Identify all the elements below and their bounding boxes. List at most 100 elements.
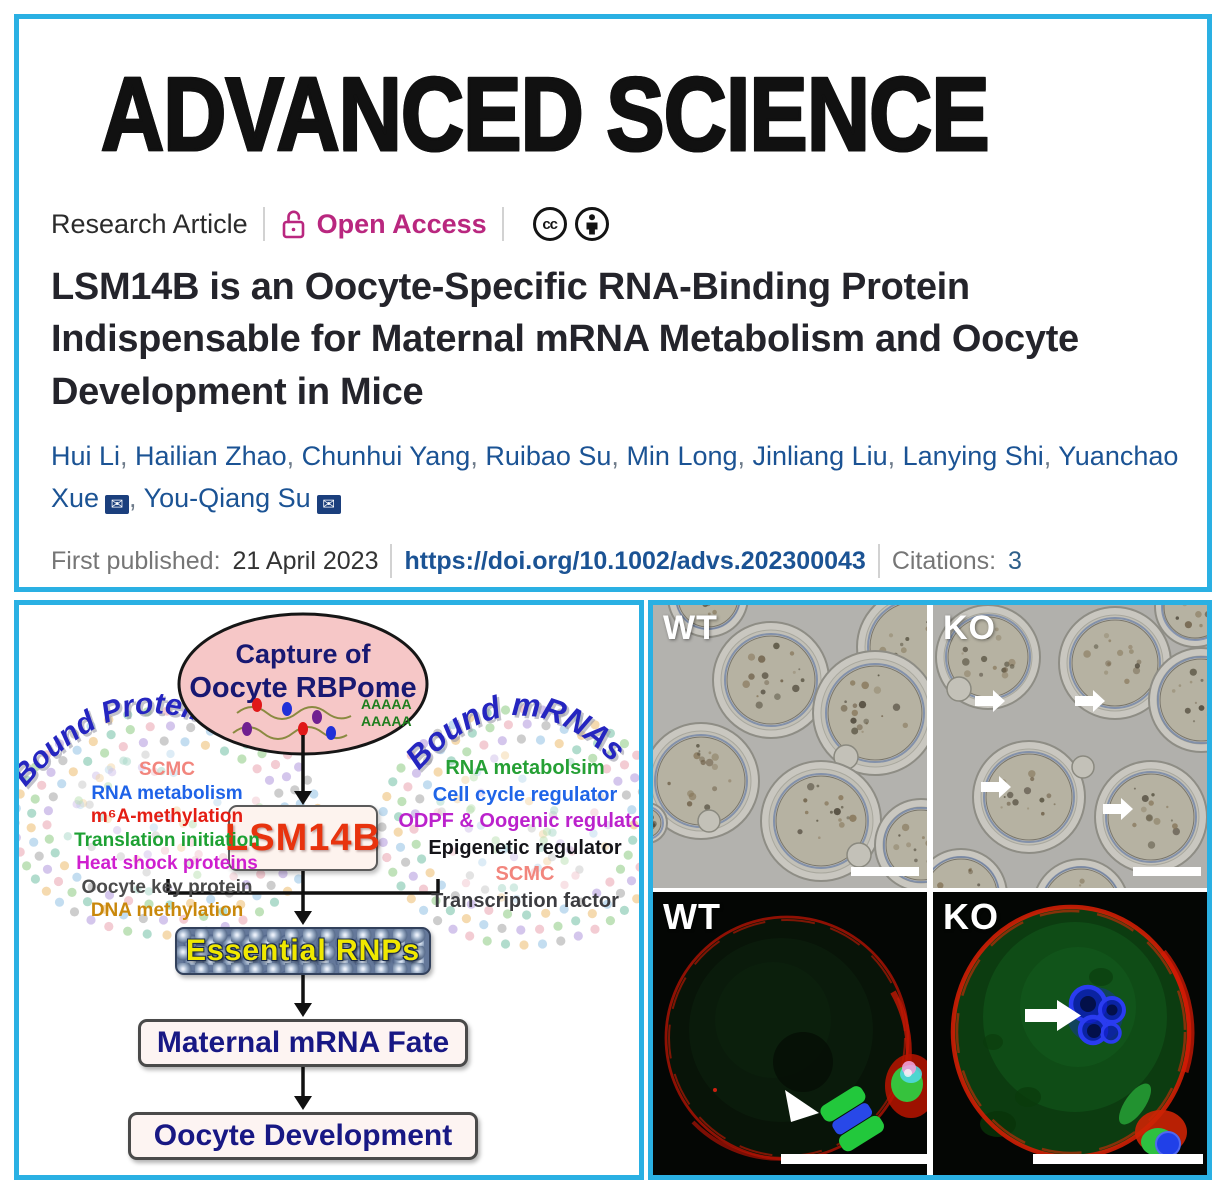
polar-body bbox=[1118, 1083, 1187, 1157]
open-access-label: Open Access bbox=[316, 208, 487, 239]
fluorescence-wt-image bbox=[653, 892, 927, 1175]
author-name: Hui Li bbox=[51, 441, 121, 472]
wt-label: WT bbox=[663, 896, 721, 937]
capture-line1: Capture of bbox=[236, 639, 372, 669]
bound-mrna-item: Transcription factor bbox=[431, 889, 619, 912]
bound-proteins-list: SCMC RNA metabolism m⁶A-methylation Transla… bbox=[19, 758, 317, 923]
author[interactable]: Min Long, bbox=[626, 441, 752, 471]
publication-date: 21 April 2023 bbox=[232, 546, 379, 575]
citations-count[interactable]: 3 bbox=[1008, 546, 1022, 575]
ko-label: KO bbox=[943, 896, 999, 937]
open-access-link[interactable]: Open Access bbox=[280, 208, 487, 240]
author-separator: , bbox=[470, 441, 486, 472]
graphical-abstract: Bound Proteins Bound Proteins Bound mRNA… bbox=[19, 605, 639, 1175]
graphical-abstract-card: Bound Proteins Bound Proteins Bound mRNA… bbox=[14, 600, 644, 1180]
author-name: Hailian Zhao bbox=[135, 441, 287, 472]
scale-bar bbox=[781, 1154, 927, 1164]
email-icon[interactable]: ✉ bbox=[316, 495, 341, 515]
oocyte-development-box: Oocyte Development bbox=[128, 1112, 478, 1160]
divider bbox=[501, 207, 504, 241]
author-separator: , bbox=[286, 441, 302, 472]
mrna-squiggle-art: AAAAA AAAAA bbox=[232, 696, 412, 740]
arrow-annotation bbox=[1025, 1000, 1081, 1031]
article-type-label: Research Article bbox=[51, 208, 248, 239]
diagram-shapes: Bound Proteins Bound Proteins Bound mRNA… bbox=[19, 612, 639, 1110]
phenotype-arrow bbox=[1103, 798, 1133, 820]
bound-mrna-item: Epigenetic regulator bbox=[428, 836, 622, 859]
author-name: Chunhui Yang bbox=[301, 441, 471, 472]
bound-protein-item: Translation initiation bbox=[74, 829, 260, 851]
divider bbox=[262, 207, 265, 241]
phenotype-arrow bbox=[975, 690, 1005, 712]
author-separator: , bbox=[611, 441, 627, 472]
polya-tail-2: AAAAA bbox=[361, 713, 412, 729]
journal-logo: ADVANCED SCIENCE bbox=[100, 57, 991, 173]
cc-icon: cc bbox=[532, 207, 567, 241]
capture-line2: Oocyte RBPome bbox=[189, 672, 416, 704]
article-header-card: ADVANCED SCIENCE Research Article Open A… bbox=[14, 14, 1212, 592]
spindle bbox=[820, 1086, 884, 1152]
scale-bar bbox=[851, 867, 919, 876]
divider bbox=[877, 544, 880, 578]
bound-protein-item: DNA methylation bbox=[90, 900, 244, 921]
scale-bar bbox=[1033, 1154, 1203, 1164]
citations-label: Citations: bbox=[891, 546, 997, 575]
author-list: Hui Li, Hailian Zhao, Chunhui Yang, Ruib… bbox=[51, 436, 1189, 520]
polar-body bbox=[885, 1054, 927, 1118]
publication-line: First published: 21 April 2023 https://d… bbox=[51, 544, 1189, 578]
bound-mrnas-list: RNA metabolsim Cell cycle regulator ODPF &… bbox=[397, 755, 639, 914]
author-name: Jinliang Liu bbox=[752, 441, 888, 472]
bound-protein-item: Oocyte key protein bbox=[81, 876, 253, 898]
bound-mrna-item: RNA metabolsim bbox=[445, 757, 605, 779]
bound-protein-item: RNA metabolism bbox=[91, 782, 243, 804]
bound-protein-item: Heat shock proteins bbox=[76, 853, 258, 874]
doi-link[interactable]: https://doi.org/10.1002/advs.202300043 bbox=[404, 546, 866, 575]
brightfield-ko-image bbox=[933, 605, 1207, 888]
author[interactable]: Lanying Shi, bbox=[903, 441, 1059, 471]
bound-mrna-item: ODPF & Oogenic regulator bbox=[398, 810, 639, 832]
fluorescence-ko-image bbox=[933, 892, 1207, 1175]
author[interactable]: Chunhui Yang, bbox=[302, 441, 486, 471]
abnormal-nucleus bbox=[1067, 984, 1126, 1046]
bound-mrna-item: SCMC bbox=[495, 863, 555, 885]
micrograph-card: WT KO WT bbox=[648, 600, 1212, 1180]
cc-by-person-icon bbox=[574, 207, 609, 241]
bound-protein-item: SCMC bbox=[139, 759, 195, 780]
article-title: LSM14B is an Oocyte-Specific RNA-Binding… bbox=[51, 266, 1079, 413]
phenotype-arrow bbox=[1075, 690, 1105, 712]
author-separator: , bbox=[1043, 441, 1059, 472]
author[interactable]: Hailian Zhao, bbox=[135, 441, 302, 471]
author-name: Lanying Shi bbox=[902, 441, 1044, 472]
maternal-mrna-fate-box: Maternal mRNA Fate bbox=[138, 1019, 468, 1067]
brightfield-ko-panel: KO bbox=[933, 605, 1207, 888]
author[interactable]: Yuanchao Xue ✉, bbox=[51, 441, 1179, 515]
email-icon[interactable]: ✉ bbox=[105, 495, 130, 515]
scale-bar bbox=[1133, 867, 1201, 876]
lsm14b-box: LSM14B bbox=[225, 805, 380, 871]
wt-label: WT bbox=[663, 609, 718, 647]
author-name: Yuanchao Xue bbox=[51, 441, 1179, 514]
fluorescence-ko-panel: KO bbox=[933, 892, 1207, 1175]
author-separator: , bbox=[887, 441, 903, 472]
essential-rnps-box: Essential RNPs bbox=[175, 927, 431, 975]
author[interactable]: Hui Li, bbox=[51, 441, 135, 471]
bound-protein-item: m⁶A-methylation bbox=[90, 806, 244, 827]
first-published-label: First published: bbox=[51, 546, 221, 575]
author-separator: , bbox=[129, 483, 144, 514]
author[interactable]: You-Qiang Su ✉ bbox=[143, 483, 341, 515]
open-lock-icon bbox=[282, 210, 304, 239]
bound-mrna-item: Cell cycle regulator bbox=[432, 783, 618, 806]
brightfield-wt-panel: WT bbox=[653, 605, 927, 888]
author-separator: , bbox=[120, 441, 136, 472]
author-separator: , bbox=[737, 441, 753, 472]
author[interactable]: Jinliang Liu, bbox=[753, 441, 903, 471]
divider bbox=[390, 544, 393, 578]
author[interactable]: Ruibao Su, bbox=[485, 441, 626, 471]
author-name: Min Long bbox=[626, 441, 738, 472]
brightfield-wt-image bbox=[653, 605, 927, 888]
arrowhead-annotation bbox=[785, 1090, 819, 1122]
license-icons[interactable]: cc bbox=[532, 207, 609, 241]
author-name: You-Qiang Su bbox=[143, 483, 311, 514]
ko-label: KO bbox=[943, 609, 996, 647]
